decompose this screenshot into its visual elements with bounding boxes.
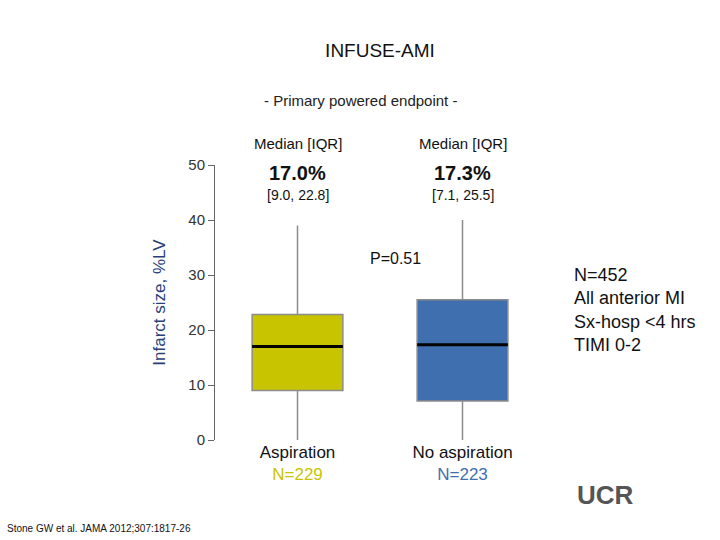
svg-text:[7.1, 25.5]: [7.1, 25.5] (432, 187, 494, 203)
svg-text:N=452All anterior MISx-hosp <4: N=452All anterior MISx-hosp <4 hrsTIMI 0… (574, 265, 696, 355)
svg-text:0: 0 (197, 431, 205, 448)
svg-text:INFUSE-AMI: INFUSE-AMI (325, 40, 435, 61)
svg-text:20: 20 (188, 321, 205, 338)
svg-text:P=0.51: P=0.51 (370, 250, 421, 267)
svg-text:AspirationN=229: AspirationN=229 (260, 443, 336, 484)
svg-text:40: 40 (188, 211, 205, 228)
svg-text:No aspirationN=223: No aspirationN=223 (412, 443, 512, 484)
svg-text:- Primary powered endpoint -: - Primary powered endpoint - (264, 92, 457, 109)
svg-text:Median [IQR]: Median [IQR] (254, 135, 342, 152)
svg-text:Stone GW et al. JAMA 2012;307:: Stone GW et al. JAMA 2012;307:1817-26 (7, 523, 191, 534)
svg-text:17.0%: 17.0% (269, 162, 326, 184)
svg-text:Infarct size, %LV: Infarct size, %LV (150, 239, 169, 366)
svg-text:Median [IQR]: Median [IQR] (419, 135, 507, 152)
svg-text:50: 50 (188, 156, 205, 173)
svg-text:17.3%: 17.3% (434, 162, 491, 184)
svg-text:[9.0, 22.8]: [9.0, 22.8] (267, 187, 329, 203)
svg-text:30: 30 (188, 266, 205, 283)
svg-text:UCR: UCR (577, 480, 634, 510)
svg-text:10: 10 (188, 376, 205, 393)
